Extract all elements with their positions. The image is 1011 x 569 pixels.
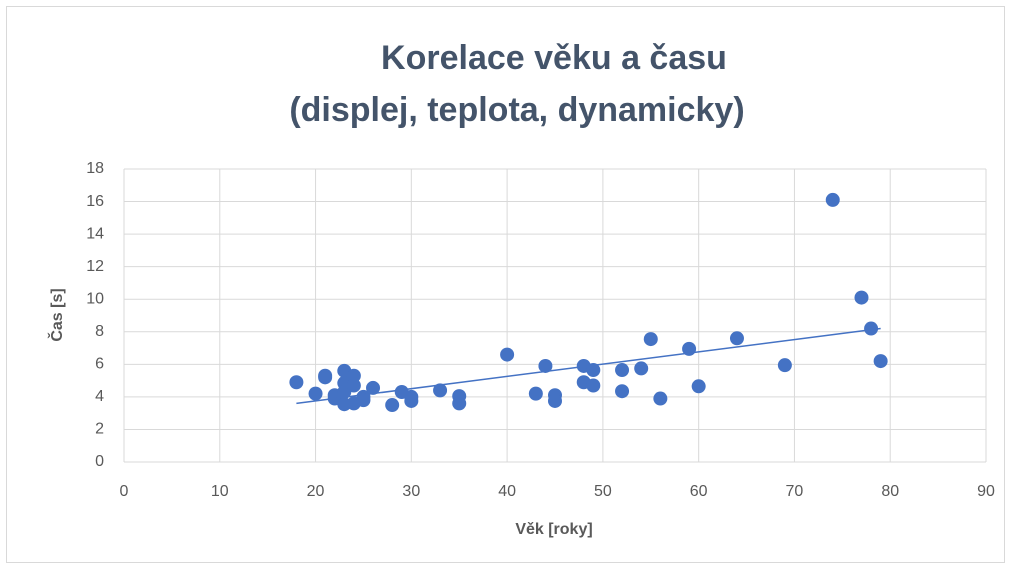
point — [825, 192, 840, 207]
y-tick-label: 4 — [95, 388, 104, 405]
y-tick-label: 18 — [86, 160, 104, 177]
point — [366, 380, 381, 395]
point — [615, 363, 630, 378]
x-tick-label: 70 — [786, 483, 804, 500]
x-tick-label: 30 — [402, 483, 420, 500]
y-tick-label: 12 — [86, 258, 104, 275]
point — [873, 354, 888, 369]
point — [346, 368, 361, 383]
point — [385, 398, 400, 413]
point — [854, 290, 869, 305]
point — [634, 361, 649, 376]
point — [586, 378, 601, 393]
x-tick-label: 60 — [690, 483, 708, 500]
point — [346, 378, 361, 393]
point — [864, 321, 879, 336]
chart-border — [6, 6, 1005, 563]
x-axis-label: Věk [roky] — [515, 521, 592, 538]
y-axis-label: Čas [s] — [47, 288, 66, 341]
point — [318, 370, 333, 385]
point — [548, 393, 562, 408]
point — [653, 391, 668, 406]
x-tick-label: 0 — [120, 483, 129, 500]
trendline — [296, 327, 881, 405]
y-tick-label: 0 — [95, 453, 104, 470]
y-tick-label: 16 — [86, 193, 104, 210]
point — [691, 379, 706, 394]
point — [500, 347, 515, 362]
chart-title: (displej, teplota, dynamicky) — [289, 91, 744, 129]
point — [777, 358, 792, 373]
y-tick-label: 14 — [86, 225, 104, 242]
x-tick-label: 10 — [211, 483, 229, 500]
point — [404, 393, 419, 408]
y-tick-label: 10 — [86, 290, 104, 307]
y-tick-label: 2 — [95, 421, 104, 438]
x-tick-label: 40 — [498, 483, 516, 500]
y-tick-label: 8 — [95, 323, 104, 340]
x-tick-label: 80 — [881, 483, 899, 500]
point — [308, 386, 323, 401]
point — [528, 386, 543, 401]
x-tick-label: 50 — [594, 483, 612, 500]
point — [433, 383, 448, 398]
point — [729, 331, 744, 346]
point — [452, 396, 467, 411]
point — [289, 375, 304, 390]
chart-title: Korelace věku a času — [381, 39, 727, 77]
x-tick-label: 90 — [977, 483, 995, 500]
x-tick-label: 20 — [307, 483, 325, 500]
point — [538, 358, 553, 373]
y-tick-label: 6 — [95, 356, 104, 373]
point — [356, 393, 371, 408]
point — [643, 332, 658, 347]
point — [615, 384, 630, 399]
